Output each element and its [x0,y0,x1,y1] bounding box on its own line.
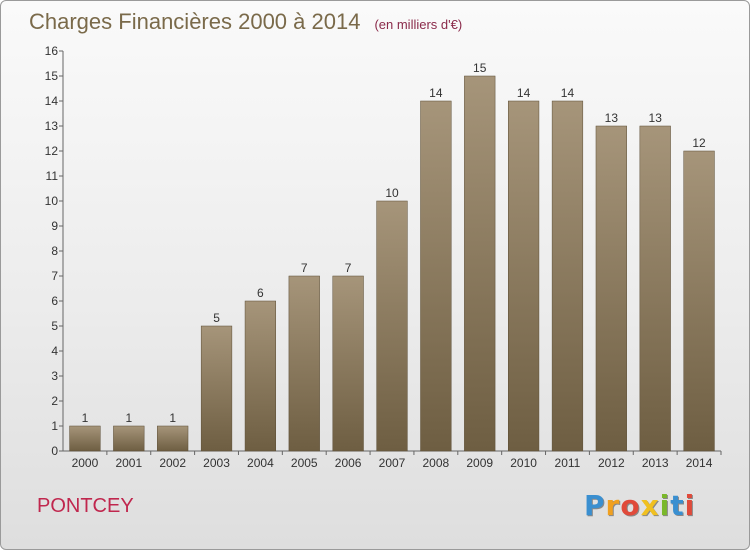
commune-name: PONTCEY [37,495,134,517]
bar [464,75,496,452]
x-tick-label: 2005 [291,456,318,470]
bar [157,425,189,452]
x-tick-label: 2001 [115,456,142,470]
x-tick-label: 2009 [466,456,493,470]
y-tick-label: 6 [51,294,58,308]
y-tick-label: 3 [51,369,58,383]
y-tick-label: 11 [46,169,59,183]
bar [288,275,320,452]
y-tick-label: 10 [45,194,59,208]
chart-title: Charges Financières 2000 à 2014 (en milli… [29,9,462,35]
x-tick-label: 2013 [642,456,669,470]
data-label: 1 [82,411,89,425]
logo-letter: r [605,489,621,522]
y-tick-label: 1 [51,419,58,433]
logo-letter: P [584,489,606,522]
y-tick-label: 4 [51,344,58,358]
logo-letter: t [670,489,685,522]
bar [507,100,540,452]
bar [420,100,452,452]
data-label: 15 [473,61,487,75]
bar [551,100,584,452]
bar [69,425,101,452]
y-tick-label: 7 [51,269,58,283]
x-tick-label: 2003 [203,456,230,470]
y-tick-label: 9 [51,219,58,233]
data-label: 13 [649,111,663,125]
x-tick-label: 2006 [335,456,362,470]
x-tick-label: 2012 [598,456,625,470]
bar [200,325,233,452]
bar [683,150,715,452]
x-tick-label: 2000 [72,456,99,470]
y-tick-label: 13 [45,119,59,133]
x-tick-label: 2008 [423,456,450,470]
bar [639,125,671,452]
y-tick-label: 0 [51,444,58,458]
title-text: Charges Financières 2000 à 2014 [29,9,361,34]
x-tick-label: 2004 [247,456,274,470]
y-tick-label: 16 [45,44,59,58]
y-tick-label: 5 [51,319,58,333]
bar [332,275,364,452]
data-label: 7 [301,261,308,275]
data-label: 1 [125,411,132,425]
x-tick-label: 2011 [555,456,581,470]
bar [376,200,408,452]
x-tick-label: 2007 [379,456,406,470]
logo-letter: x [640,489,660,522]
data-label: 5 [213,311,220,325]
data-label: 7 [345,261,352,275]
bar [244,300,277,452]
y-tick-label: 15 [45,69,59,83]
x-tick-label: 2014 [686,456,713,470]
y-tick-label: 2 [51,394,58,408]
data-label: 14 [517,86,531,100]
logo-letter: i [684,489,696,522]
data-label: 12 [692,136,706,150]
data-label: 14 [429,86,443,100]
bar [113,425,145,452]
data-label: 10 [385,186,399,200]
x-tick-label: 2010 [510,456,537,470]
y-tick-label: 12 [45,144,59,158]
data-label: 14 [561,86,575,100]
data-label: 1 [169,411,176,425]
data-label: 13 [605,111,619,125]
logo-letter: i [659,489,671,522]
x-tick-label: 2002 [159,456,186,470]
data-label: 6 [257,286,264,300]
y-tick-label: 14 [45,94,59,108]
y-tick-label: 8 [51,244,58,258]
logo-letter: o [620,489,641,522]
proxiti-logo: Proxiti [584,489,695,522]
unit-label: (en milliers d'€) [374,17,463,32]
bar [595,125,627,452]
